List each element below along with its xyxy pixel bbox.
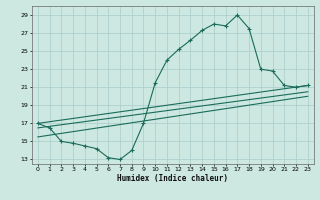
- X-axis label: Humidex (Indice chaleur): Humidex (Indice chaleur): [117, 174, 228, 183]
